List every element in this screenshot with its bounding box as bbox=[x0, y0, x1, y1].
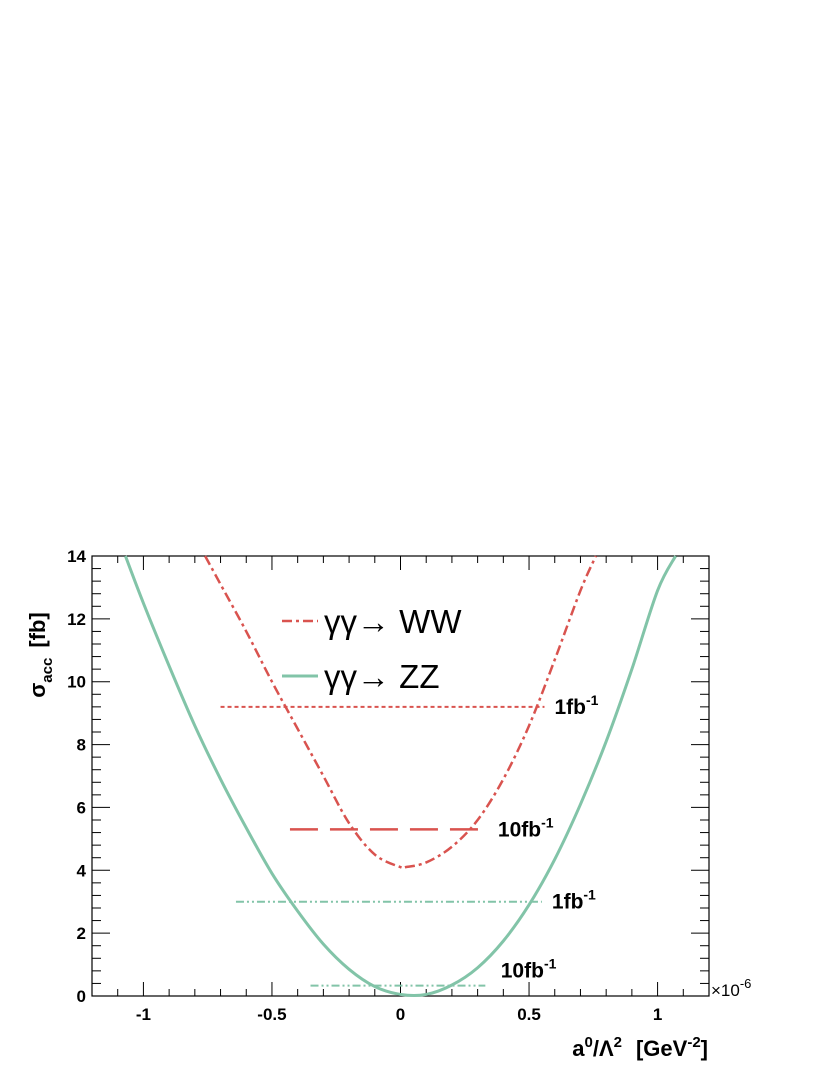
x-tick-label: 0 bbox=[396, 1005, 405, 1024]
y-tick-labels: 0 2 4 6 8 10 12 14 bbox=[67, 547, 86, 1006]
limit-label-0: 1fb-1 bbox=[554, 692, 598, 719]
limit-label-1: 10fb-1 bbox=[498, 814, 554, 841]
limit-lines: 1fb-1 10fb-1 1fb-1 10fb-1 bbox=[220, 692, 599, 987]
y-tick-label: 14 bbox=[67, 547, 86, 566]
curves bbox=[124, 555, 677, 998]
series-curve-1 bbox=[124, 555, 677, 998]
x-axis-title: a0/Λ2 [GeV-2] bbox=[572, 1034, 708, 1061]
legend-label-zz: γγ→ ZZ bbox=[324, 658, 439, 695]
legend-label-ww: γγ→ WW bbox=[324, 603, 462, 640]
x-tick-labels: -1 -0.5 0 0.5 1 bbox=[136, 1005, 662, 1024]
x-tick-label: -0.5 bbox=[257, 1005, 286, 1024]
x-exponent-label: ×10-6 bbox=[711, 976, 751, 1000]
y-axis-title: σacc[fb] bbox=[25, 612, 56, 698]
limit-label-3: 10fb-1 bbox=[501, 956, 557, 983]
y-tick-label: 0 bbox=[77, 987, 86, 1006]
series-curve-0 bbox=[204, 555, 598, 870]
legend: γγ→ WW γγ→ ZZ bbox=[282, 603, 462, 695]
x-tick-label: 0.5 bbox=[517, 1005, 541, 1024]
limit-label-2: 1fb-1 bbox=[552, 887, 596, 914]
y-tick-label: 6 bbox=[77, 798, 86, 817]
x-tick-label: -1 bbox=[136, 1005, 151, 1024]
y-tick-label: 12 bbox=[67, 610, 86, 629]
y-tick-label: 10 bbox=[67, 673, 86, 692]
x-tick-label: 1 bbox=[653, 1005, 662, 1024]
y-tick-label: 8 bbox=[77, 736, 86, 755]
y-tick-label: 4 bbox=[77, 861, 87, 880]
axis-ticks bbox=[91, 555, 710, 997]
y-tick-label: 2 bbox=[77, 924, 86, 943]
